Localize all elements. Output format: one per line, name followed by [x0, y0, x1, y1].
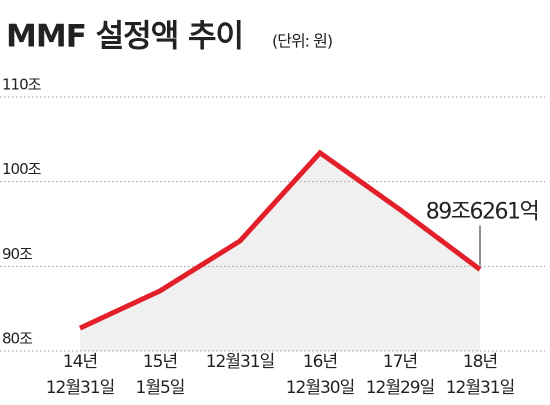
- x-tick-label: 12월30일: [286, 378, 355, 398]
- x-tick-label: 12월31일: [46, 378, 115, 398]
- y-tick-label: 110조: [2, 76, 42, 94]
- x-tick-label: 12월31일: [446, 378, 515, 398]
- chart-title: MMF 설정액 추이: [6, 19, 243, 55]
- x-tick-label: 16년: [303, 352, 337, 372]
- chart-subtitle: (단위: 원): [272, 32, 332, 51]
- y-tick-label: 90조: [2, 245, 33, 263]
- area: [80, 152, 480, 351]
- y-tick-label: 80조: [2, 330, 33, 348]
- y-tick-label: 100조: [2, 160, 42, 178]
- x-tick-label: 12월29일: [366, 378, 435, 398]
- line: [78, 149, 482, 331]
- x-tick-label: 18년: [463, 352, 497, 372]
- x-tick-label: 1월5일: [136, 378, 185, 398]
- x-tick-label: 14년: [63, 352, 97, 372]
- x-tick-label: 12월31일: [206, 352, 275, 372]
- x-tick-label: 15년: [143, 352, 177, 372]
- x-tick-label: 17년: [383, 352, 417, 372]
- value-label: 89조6261억: [426, 199, 538, 224]
